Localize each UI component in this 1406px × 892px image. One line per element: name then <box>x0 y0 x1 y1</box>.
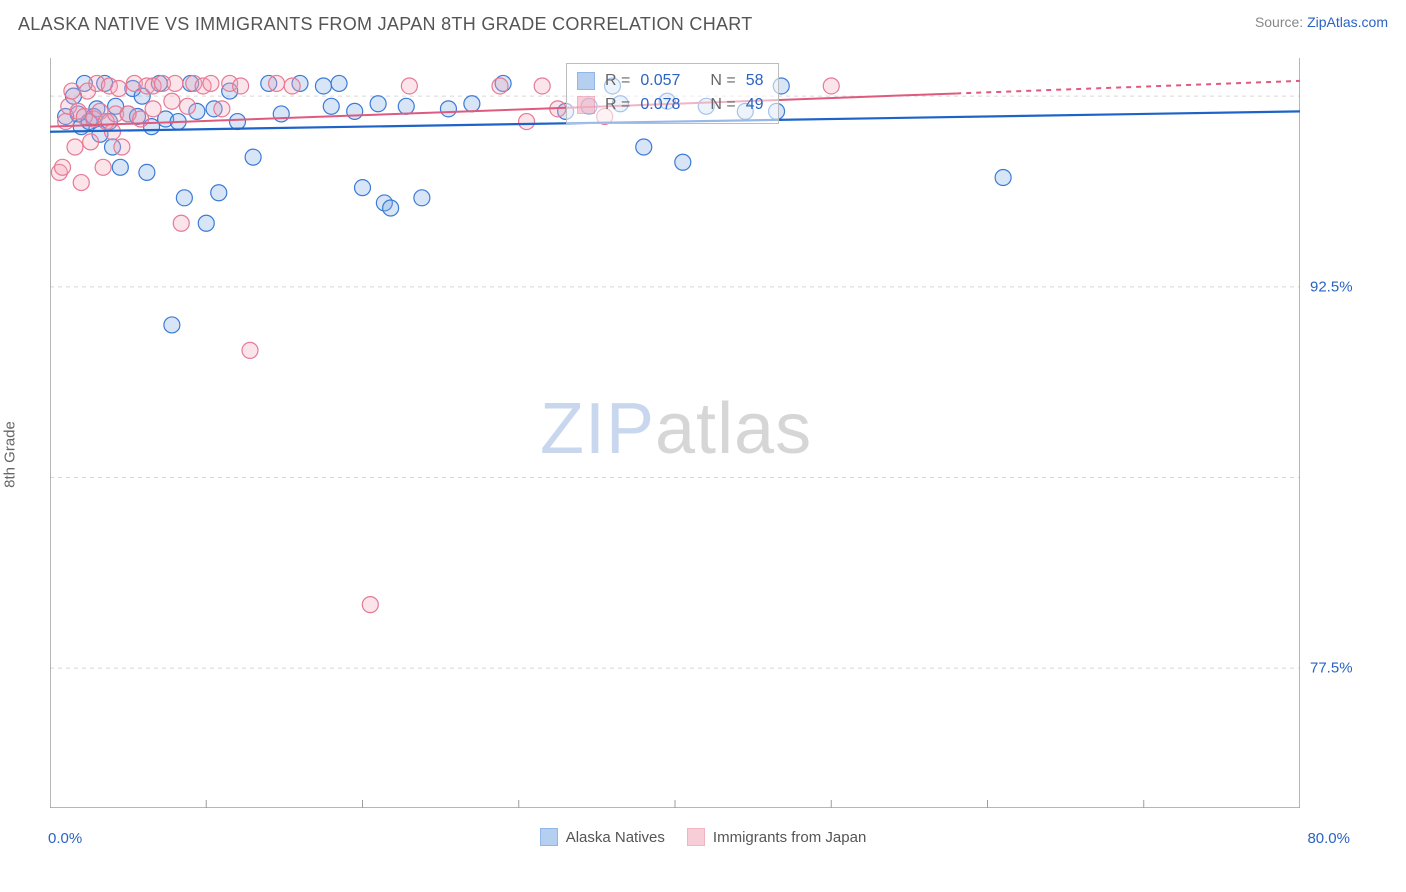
correlation-stat-box: R = 0.057 N = 58 R = 0.078 N = 49 <box>566 63 779 124</box>
chart-header: ALASKA NATIVE VS IMMIGRANTS FROM JAPAN 8… <box>0 0 1406 48</box>
chart-legend: Alaska Natives Immigrants from Japan <box>0 828 1406 846</box>
stat-n-label: N = <box>710 69 735 93</box>
chart-title: ALASKA NATIVE VS IMMIGRANTS FROM JAPAN 8… <box>18 14 753 35</box>
legend-item: Alaska Natives <box>540 828 665 846</box>
chart-svg <box>50 58 1300 808</box>
stat-row: R = 0.057 N = 58 <box>577 69 764 93</box>
chart-plot-area: ZIPatlas <box>50 58 1300 808</box>
stat-r-value: 0.057 <box>640 69 680 93</box>
legend-label: Immigrants from Japan <box>713 829 866 846</box>
legend-item: Immigrants from Japan <box>687 828 866 846</box>
stat-row: R = 0.078 N = 49 <box>577 93 764 117</box>
legend-label: Alaska Natives <box>566 829 665 846</box>
y-axis-label: 8th Grade <box>2 421 19 488</box>
source-link[interactable]: ZipAtlas.com <box>1307 14 1388 30</box>
stat-r-label: R = <box>605 69 630 93</box>
stat-n-label: N = <box>710 93 735 117</box>
stat-r-label: R = <box>605 93 630 117</box>
legend-swatch <box>687 828 705 846</box>
stat-n-value: 58 <box>746 69 764 93</box>
legend-swatch <box>577 96 595 114</box>
y-tick-label: 92.5% <box>1310 278 1353 295</box>
legend-swatch <box>577 72 595 90</box>
legend-swatch <box>540 828 558 846</box>
chart-source: Source: ZipAtlas.com <box>1255 14 1388 32</box>
source-label: Source: <box>1255 14 1307 30</box>
stat-n-value: 49 <box>746 93 764 117</box>
y-tick-label: 77.5% <box>1310 660 1353 677</box>
stat-r-value: 0.078 <box>640 93 680 117</box>
